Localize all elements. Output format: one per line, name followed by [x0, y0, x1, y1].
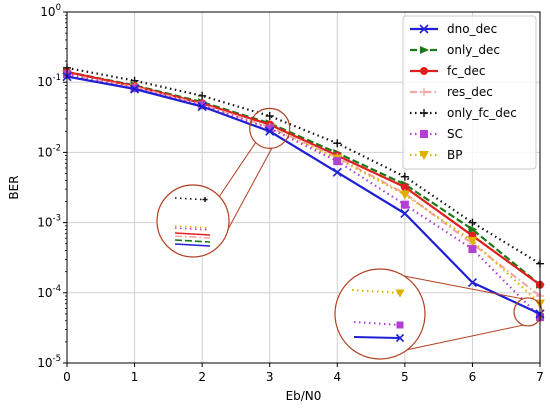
- plus-marker: [265, 112, 274, 120]
- x-tick-label: 1: [131, 370, 139, 384]
- legend-item-BP: BP: [410, 148, 462, 162]
- x-marker: [419, 24, 429, 34]
- x-marker: [467, 277, 477, 288]
- plus-marker: [202, 197, 208, 202]
- x-marker: [197, 101, 207, 112]
- zoom-series-line: [174, 225, 211, 229]
- plus-marker: [198, 91, 207, 100]
- zoom-callouts: [156, 107, 543, 360]
- zoom-connector: [218, 142, 257, 198]
- plus-marker: [400, 172, 409, 181]
- zoom-lens: [156, 184, 230, 258]
- legend-label: fc_dec: [447, 64, 485, 78]
- legend: dno_dec only_dec fc_dec res_dec only_fc_dec S…: [402, 15, 537, 170]
- plot-frame: [66, 11, 541, 364]
- zoom-lens-2-content: [351, 289, 405, 343]
- triangle-down-marker: [467, 236, 478, 246]
- plus-marker: [420, 109, 428, 117]
- series-line: [66, 70, 541, 286]
- square-marker: [198, 101, 207, 110]
- square-marker: [265, 124, 274, 133]
- circle-marker: [400, 183, 409, 192]
- zoom-series-line: [174, 232, 211, 236]
- zoom-series-line: [351, 289, 401, 294]
- y-tick-label: 10-3: [37, 214, 61, 230]
- series-line: [66, 75, 541, 315]
- x-marker: [400, 208, 410, 219]
- x-marker: [395, 333, 405, 343]
- y-tick-label: 10-4: [37, 284, 61, 300]
- plus-marker: [468, 218, 477, 227]
- y-axis-label: BER: [7, 175, 21, 199]
- y-tick-label: 10-2: [37, 143, 61, 159]
- square-marker: [333, 157, 342, 166]
- zoom-source-circle: [513, 297, 543, 327]
- plus-marker: [420, 88, 428, 96]
- triangle-down-marker: [419, 151, 429, 160]
- triangle-down-marker: [399, 190, 410, 200]
- legend-label: only_fc_dec: [447, 106, 517, 120]
- axis-ticks: 0 1 2 3 4 5 6 7 10-5 10-4 10-3 10-2 10-1 100: [37, 3, 544, 384]
- zoom-series-line: [174, 239, 211, 243]
- legend-item-SC: SC: [410, 127, 463, 141]
- zoom-series-line: [174, 243, 211, 247]
- series-dno_dec: [62, 72, 545, 319]
- series-line: [66, 66, 541, 265]
- x-tick-label: 7: [536, 370, 544, 384]
- circle-marker: [420, 67, 428, 75]
- legend-label: only_dec: [447, 43, 500, 57]
- series-layer: [62, 63, 545, 322]
- legend-label: dno_dec: [447, 22, 497, 36]
- x-tick-label: 4: [333, 370, 341, 384]
- square-marker: [468, 245, 477, 254]
- x-tick-label: 3: [266, 370, 274, 384]
- x-marker: [332, 167, 342, 177]
- zoom-series-line: [174, 197, 211, 201]
- x-tick-label: 2: [198, 370, 206, 384]
- legend-item-res_dec: res_dec: [410, 85, 493, 99]
- square-marker: [420, 130, 428, 138]
- legend-item-only_fc_dec: only_fc_dec: [410, 106, 517, 120]
- x-axis-label: Eb/N0: [286, 389, 322, 403]
- zoom-series-line: [353, 336, 401, 339]
- zoom-connector: [405, 324, 525, 351]
- x-marker: [130, 84, 140, 94]
- legend-box: [402, 15, 537, 170]
- triangle-right-marker: [420, 46, 429, 54]
- series-line: [66, 73, 541, 297]
- plus-marker: [333, 139, 342, 148]
- zoom-lens-1-content: [174, 197, 211, 247]
- zoom-source-circle: [249, 107, 291, 149]
- x-marker: [265, 126, 275, 136]
- legend-item-dno_dec: dno_dec: [410, 22, 497, 36]
- x-tick-label: 6: [469, 370, 477, 384]
- y-tick-label: 10-5: [37, 354, 61, 370]
- legend-label: res_dec: [447, 85, 493, 99]
- square-marker: [400, 200, 409, 209]
- zoom-connector: [225, 148, 273, 234]
- square-marker: [396, 321, 404, 329]
- legend-label: SC: [447, 127, 463, 141]
- zoom-connector: [403, 275, 524, 300]
- y-tick-label: 10-1: [37, 73, 61, 89]
- legend-item-fc_dec: fc_dec: [410, 64, 485, 78]
- zoom-series-line: [174, 227, 211, 231]
- legend-item-only_dec: only_dec: [410, 43, 500, 57]
- legend-label: BP: [447, 148, 462, 162]
- y-tick-label: 100: [40, 3, 61, 19]
- triangle-down-marker: [395, 289, 405, 298]
- x-tick-label: 0: [63, 370, 71, 384]
- x-tick-label: 5: [401, 370, 409, 384]
- triangle-right-marker: [468, 225, 478, 234]
- zoom-lens: [334, 268, 426, 360]
- zoom-series-line: [174, 235, 211, 239]
